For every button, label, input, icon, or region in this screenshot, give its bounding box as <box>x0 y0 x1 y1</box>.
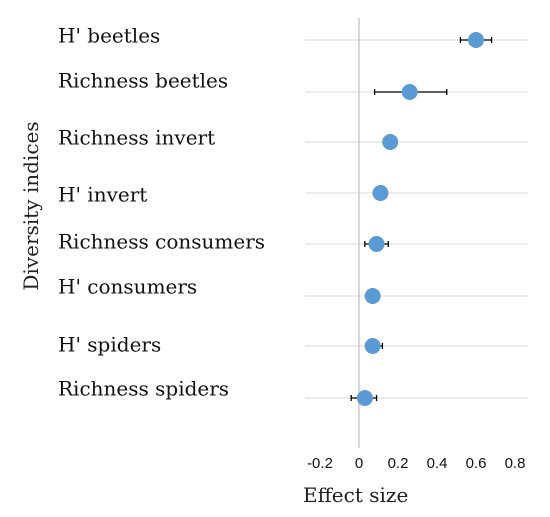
x-axis-label: Effect size <box>303 483 408 507</box>
x-tick-label: 0.4 <box>427 455 448 472</box>
category-label: H' beetles <box>58 24 160 48</box>
effect-point <box>468 32 484 48</box>
effect-point <box>382 134 399 150</box>
category-labels: H' beetles Richness beetles Richness inver… <box>58 24 265 401</box>
category-label: H' invert <box>58 183 147 207</box>
effect-point <box>368 236 385 252</box>
effect-points <box>356 32 484 406</box>
x-tick-labels: -0.2 0 0.2 0.4 0.6 0.8 <box>307 455 525 472</box>
x-tick-label: -0.2 <box>307 455 333 472</box>
x-tick-label: 0.8 <box>505 455 526 472</box>
category-label: Richness spiders <box>58 377 229 401</box>
effect-point <box>401 84 418 100</box>
y-axis-label: Diversity indices <box>19 121 43 290</box>
effect-point <box>364 288 381 304</box>
effect-point <box>356 390 373 406</box>
effect-point <box>364 338 381 354</box>
x-tick-label: 0.6 <box>466 455 487 472</box>
x-tick-label: 0 <box>355 455 363 472</box>
category-label: Richness invert <box>58 126 215 150</box>
x-tick-label: 0.2 <box>388 455 409 472</box>
category-label: H' spiders <box>58 333 161 357</box>
effect-point <box>372 185 389 201</box>
category-label: Richness consumers <box>58 230 265 254</box>
category-label: H' consumers <box>58 275 197 299</box>
grid-lines <box>305 39 528 399</box>
category-label: Richness beetles <box>58 69 228 93</box>
